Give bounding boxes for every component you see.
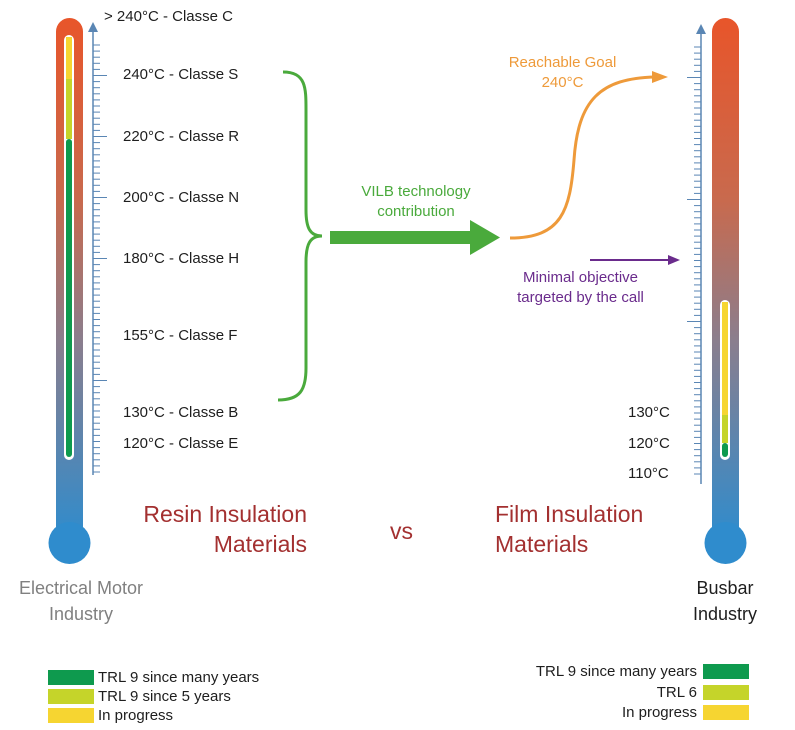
left-scale-label: 155°C - Classe F [123,327,238,344]
vilb-arrow-label: VILB technology contribution [336,182,496,222]
right-title-line1: Film Insulation [495,501,644,527]
left-scale-arrowhead [88,22,98,32]
legend-swatch [703,685,749,700]
left-industry-label: Electrical Motor Industry [0,575,162,627]
left-scale-top-label: > 240°C - Classe C [104,8,233,25]
left-thermometer [48,18,91,564]
legend-swatch [48,670,94,685]
vilb-arrow-label-line1: VILB technology [361,183,471,200]
reachable-goal-label-line2: 240°C [541,74,584,91]
right-thermometer [704,18,747,564]
right-legend-item: TRL 6 [500,685,749,700]
left-scale-label: 130°C - Classe B [123,404,239,421]
legend-label: TRL 9 since 5 years [98,688,231,705]
right-legend-item: TRL 9 since many years [500,664,749,679]
legend-label: In progress [621,704,697,721]
left-industry-line2: Industry [48,604,114,624]
vilb-arrow-label-line2: contribution [377,203,455,220]
reachable-goal-label: Reachable Goal 240°C [490,53,635,93]
legend-label: TRL 6 [656,684,697,701]
left-scale-label: 240°C - Classe S [123,66,239,83]
reachable-goal-curve [509,75,657,240]
right-industry-line1: Busbar [696,578,754,598]
right-scale-arrowhead [696,24,706,34]
minimal-objective-arrowhead [668,255,680,265]
legend-label: In progress [98,707,174,724]
right-industry-line2: Industry [692,604,758,624]
right-bar-trl6 [722,415,728,443]
legend-swatch [48,708,94,723]
reachable-goal-label-line1: Reachable Goal [508,54,617,71]
left-scale-label: 200°C - Classe N [123,189,240,206]
legend-swatch [48,689,94,704]
legend-swatch [703,705,749,720]
right-bar-in-progress [722,302,728,415]
left-title: Resin Insulation Materials [132,499,307,559]
minimal-objective-label-line2: targeted by the call [517,289,644,306]
left-title-line2: Materials [213,531,307,557]
right-industry-label: Busbar Industry [670,575,780,627]
legend-label: TRL 9 since many years [98,669,260,686]
vilb-contribution-arrow [330,220,500,255]
green-curly-brace [277,70,323,402]
right-bar-trl9-long [722,443,728,457]
left-industry-line1: Electrical Motor [18,578,144,598]
vs-label: vs [390,518,413,544]
right-title-line2: Materials [495,531,589,557]
right-temperature-scale [687,24,706,484]
left-scale-label: 120°C - Classe E [123,435,239,452]
left-bar-in-progress [66,37,72,79]
right-scale-label: 110°C [628,465,669,482]
reachable-goal-arrowhead [652,71,668,83]
right-scale-label: 130°C [628,404,670,421]
left-temperature-scale [88,22,107,475]
right-scale-label: 120°C [628,435,670,452]
left-thermometer-bulb [48,522,91,564]
right-legend-item: In progress [500,705,749,720]
minimal-objective-label-line1: Minimal objective [522,269,639,286]
minimal-objective-label: Minimal objective targeted by the call [498,268,663,308]
left-bar-trl9-5y [66,79,72,139]
right-thermometer-tube [712,18,739,540]
right-title: Film Insulation Materials [495,499,643,559]
left-title-line1: Resin Insulation [143,501,307,527]
legend-label: TRL 9 since many years [535,663,697,680]
left-scale-label: 220°C - Classe R [123,128,240,145]
right-thermometer-bulb [704,522,747,564]
left-bar-trl9-long [66,139,72,457]
left-scale-label: 180°C - Classe H [123,250,240,267]
legend-swatch [703,664,749,679]
